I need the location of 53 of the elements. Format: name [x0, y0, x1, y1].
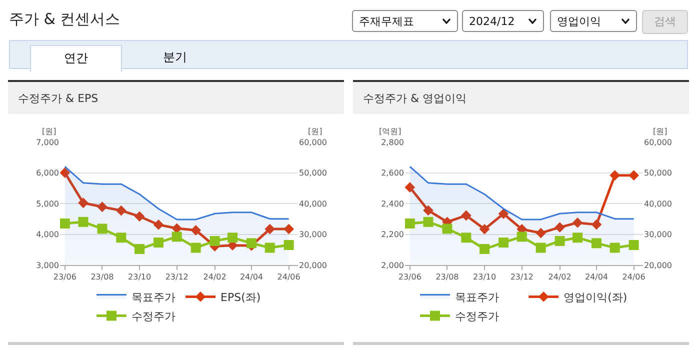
- legend-label: 수정주가: [132, 310, 176, 324]
- x-tick-label: 24/06: [277, 272, 300, 282]
- y-tick-label: 2,200: [381, 230, 404, 240]
- x-tick-label: 24/04: [584, 272, 608, 282]
- y-tick-label: 5,000: [36, 199, 59, 208]
- text: 영업이익: [557, 15, 601, 28]
- y-tick-label: 2,000: [381, 260, 404, 270]
- x-tick-label: 23/06: [398, 272, 422, 282]
- y2-tick-label: 60,000: [299, 138, 327, 147]
- y2-tick-label: 40,000: [644, 199, 672, 208]
- x-tick-label: 24/02: [203, 272, 226, 282]
- y2-tick-label: 50,000: [299, 168, 327, 178]
- legend-label: 영업이익(좌): [564, 291, 628, 304]
- x-tick-label: 24/06: [622, 272, 646, 282]
- y2-tick-label: 50,000: [644, 168, 672, 178]
- y2-axis-title: [원]: [308, 127, 322, 136]
- x-tick-label: 23/08: [436, 272, 459, 282]
- text: 검색: [642, 10, 688, 34]
- y2-tick-label: 60,000: [644, 138, 672, 147]
- text: 주가 & 컨센서스: [9, 10, 120, 29]
- legend-label: 목표주가: [132, 291, 176, 304]
- legend-label: 목표주가: [455, 291, 499, 304]
- x-tick-label: 23/06: [53, 272, 76, 282]
- chart-title: 수정주가 & 영업이익: [353, 80, 689, 114]
- y-tick-label: 4,000: [36, 230, 59, 240]
- y2-tick-label: 20,000: [644, 260, 672, 270]
- y2-tick-label: 30,000: [644, 230, 672, 240]
- y-tick-label: 6,000: [36, 168, 59, 178]
- y-tick-label: 7,000: [36, 138, 59, 147]
- y2-tick-label: 40,000: [299, 199, 327, 208]
- x-tick-label: 23/10: [128, 272, 152, 282]
- legend-label: EPS(좌): [220, 291, 261, 304]
- y-tick-label: 2,800: [381, 138, 404, 147]
- x-tick-label: 24/04: [240, 272, 264, 282]
- y-tick-label: 3,000: [36, 260, 59, 270]
- y-axis-title: [원]: [42, 127, 56, 136]
- x-tick-label: 23/08: [90, 272, 114, 282]
- y2-tick-label: 20,000: [299, 260, 327, 270]
- x-tick-label: 23/10: [473, 272, 496, 282]
- y2-axis-title: [원]: [653, 127, 668, 136]
- y-axis-title: [억원]: [379, 127, 402, 136]
- legend-label: 수정주가: [455, 310, 499, 324]
- x-tick-label: 24/02: [548, 272, 572, 282]
- chart-title: 수정주가 & EPS: [8, 80, 344, 114]
- text: 2024/12: [469, 15, 515, 28]
- text: 연간: [30, 45, 122, 72]
- y-tick-label: 2,600: [381, 168, 404, 178]
- text: 주재무제표: [359, 15, 414, 28]
- x-tick-label: 23/12: [510, 272, 534, 282]
- y2-tick-label: 30,000: [299, 230, 327, 240]
- x-tick-label: 23/12: [165, 272, 188, 282]
- text: 분기: [162, 49, 188, 66]
- y-tick-label: 2,400: [381, 199, 404, 208]
